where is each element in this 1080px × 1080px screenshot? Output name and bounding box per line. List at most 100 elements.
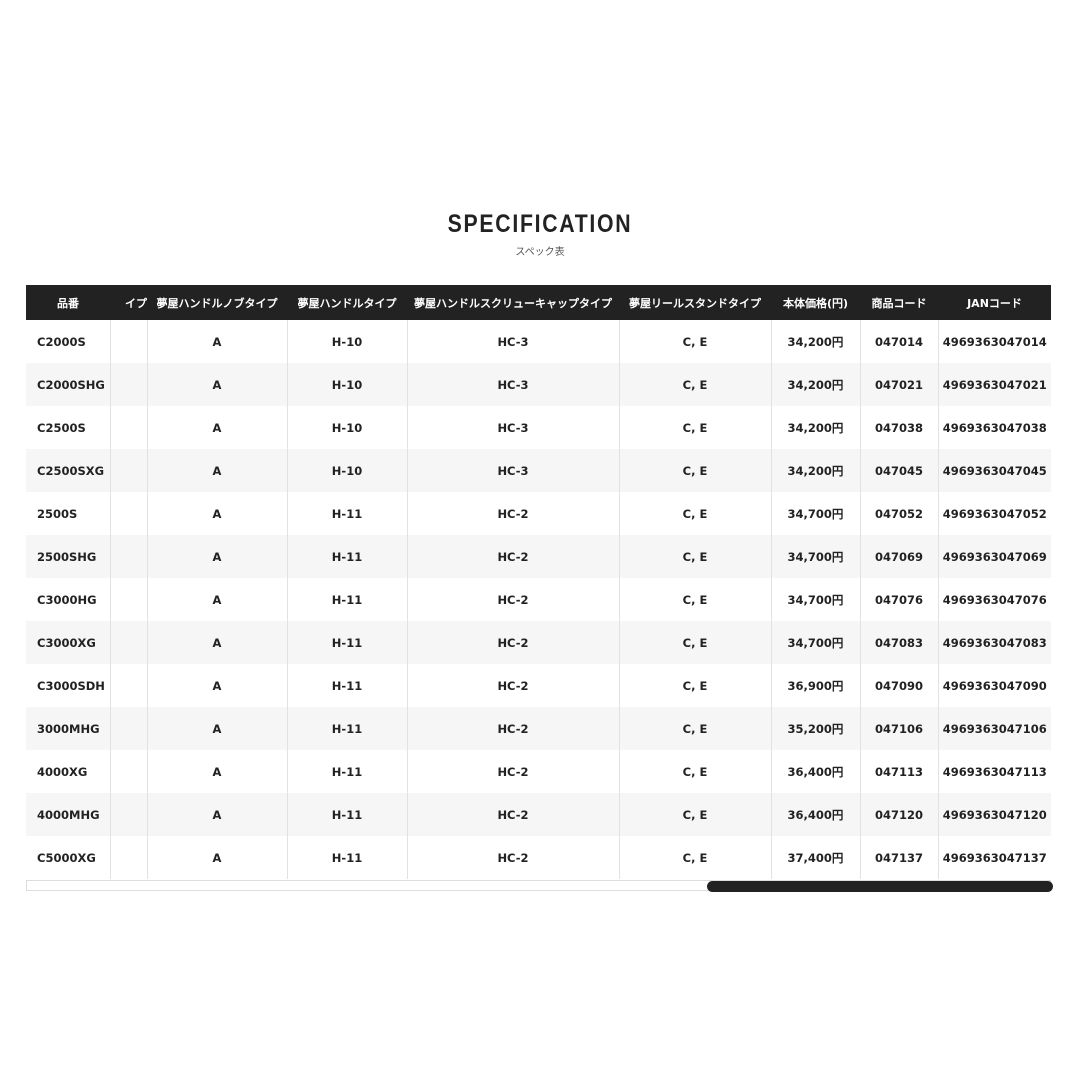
table-body: C2000S A H-10 HC-3 C, E 34,200円 047014 49693630… — [26, 320, 1051, 879]
table-cell: HC-2 — [406, 535, 619, 578]
column-header: 夢屋ハンドルノブタイプ — [147, 285, 287, 320]
table-cell: 047090 — [859, 664, 938, 707]
table-cell: 34,200円 — [770, 449, 860, 492]
table-row: C2000SHG A H-10 HC-3 C, E 34,200円 047021 496936… — [26, 363, 1051, 406]
table-cell: H-10 — [286, 320, 407, 363]
table-cell: C2000SHG — [26, 363, 110, 406]
table-cell: H-11 — [286, 707, 407, 750]
table-cell: 4969363047021 — [937, 363, 1051, 406]
table-cell: 4969363047076 — [937, 578, 1051, 621]
table-row: 4000XG A H-11 HC-2 C, E 36,400円 047113 49693630… — [26, 750, 1051, 793]
table-cell: C, E — [618, 707, 771, 750]
table-cell: H-10 — [286, 363, 407, 406]
table-cell: HC-2 — [406, 578, 619, 621]
empty-cell — [109, 621, 147, 664]
column-header: 品番 — [26, 285, 110, 320]
table-cell: 34,700円 — [770, 578, 860, 621]
table-cell: C2500SXG — [26, 449, 110, 492]
table-cell: C, E — [618, 836, 771, 879]
table-container: 品番 イプ 夢屋ハンドルノブタイプ 夢屋ハンドルタイプ 夢屋ハンドルスクリューキャップタ… — [26, 285, 1051, 879]
table-cell: A — [146, 750, 287, 793]
table-cell: 36,400円 — [770, 793, 860, 836]
table-row: 2500SHG A H-11 HC-2 C, E 34,700円 047069 4969363… — [26, 535, 1051, 578]
table-cell: C, E — [618, 621, 771, 664]
table-cell: 4969363047120 — [937, 793, 1051, 836]
table-cell: H-11 — [286, 750, 407, 793]
table-cell: C, E — [618, 406, 771, 449]
table-cell: A — [146, 320, 287, 363]
table-cell: 34,200円 — [770, 320, 860, 363]
column-header: 夢屋ハンドルタイプ — [287, 285, 407, 320]
table-cell: H-10 — [286, 449, 407, 492]
table-cell: 4000MHG — [26, 793, 110, 836]
column-header: 本体価格(円) — [771, 285, 860, 320]
table-cell: A — [146, 707, 287, 750]
column-header: JANコード — [938, 285, 1051, 320]
table-cell: C, E — [618, 492, 771, 535]
table-cell: 047113 — [859, 750, 938, 793]
table-cell: 4969363047069 — [937, 535, 1051, 578]
table-row: C2500SXG A H-10 HC-3 C, E 34,200円 047045 496936… — [26, 449, 1051, 492]
table-cell: C2000S — [37, 334, 86, 349]
empty-cell — [109, 707, 147, 750]
empty-cell — [109, 492, 147, 535]
table-cell: H-11 — [286, 793, 407, 836]
table-cell: C, E — [618, 363, 771, 406]
table-cell: 047120 — [859, 793, 938, 836]
table-row: 3000MHG A H-11 HC-2 C, E 35,200円 047106 4969363… — [26, 707, 1051, 750]
table-cell: A — [146, 664, 287, 707]
table-cell: 4969363047045 — [937, 449, 1051, 492]
table-cell: C, E — [618, 750, 771, 793]
table-row: C2500S A H-10 HC-3 C, E 34,200円 047038 49693630… — [26, 406, 1051, 449]
title: SPECIFICATION — [447, 210, 633, 238]
scrollbar-track[interactable] — [26, 880, 1053, 892]
table-cell: 4969363047083 — [937, 621, 1051, 664]
table-cell: C3000SDH — [37, 678, 105, 693]
table-cell: 36,900円 — [770, 664, 860, 707]
table-cell: A — [146, 406, 287, 449]
table-cell: A — [146, 578, 287, 621]
table-cell: H-11 — [286, 836, 407, 879]
table-cell: C, E — [618, 664, 771, 707]
empty-cell — [109, 578, 147, 621]
table-cell: A — [146, 621, 287, 664]
table-cell: H-11 — [286, 535, 407, 578]
table-cell: 047038 — [859, 406, 938, 449]
empty-cell — [109, 750, 147, 793]
table-row: C2000S A H-10 HC-3 C, E 34,200円 047014 49693630… — [26, 320, 1051, 363]
table-row: C3000SDH A H-11 HC-2 C, E 36,900円 047090 496936… — [26, 664, 1051, 707]
table-cell: 047076 — [859, 578, 938, 621]
table-cell: 2500SHG — [26, 535, 110, 578]
table-cell: 4000XG — [37, 764, 88, 779]
table-cell: C, E — [618, 578, 771, 621]
table-cell: HC-2 — [406, 492, 619, 535]
table-cell: 34,700円 — [770, 621, 860, 664]
table-cell: A — [146, 492, 287, 535]
empty-cell — [109, 793, 147, 836]
table-cell: 3000MHG — [26, 707, 110, 750]
table-cell: HC-3 — [406, 363, 619, 406]
table-cell: A — [146, 836, 287, 879]
table-cell: 34,200円 — [770, 363, 860, 406]
table-cell: 36,400円 — [770, 750, 860, 793]
column-header: 夢屋ハンドルスクリューキャップタイプ — [407, 285, 619, 320]
table-cell: HC-3 — [406, 406, 619, 449]
table-cell: A — [146, 535, 287, 578]
table-row: 2500S A H-11 HC-2 C, E 34,700円 047052 496936304… — [26, 492, 1051, 535]
table-cell: 4969363047052 — [937, 492, 1051, 535]
table-cell: HC-2 — [406, 793, 619, 836]
table-cell: HC-2 — [406, 750, 619, 793]
scrollbar-thumb[interactable] — [707, 881, 1053, 892]
table-cell: C, E — [618, 535, 771, 578]
table-cell: C5000XG — [37, 850, 96, 865]
table-row: C5000XG A H-11 HC-2 C, E 37,400円 047137 4969363… — [26, 836, 1051, 879]
table-cell: C, E — [618, 320, 771, 363]
table-row: 4000MHG A H-11 HC-2 C, E 36,400円 047120 4969363… — [26, 793, 1051, 836]
table-cell: 047106 — [859, 707, 938, 750]
table-cell: C3000XG — [26, 621, 110, 664]
table-cell: 37,400円 — [770, 836, 860, 879]
empty-cell — [109, 406, 147, 449]
table-cell: C, E — [618, 449, 771, 492]
